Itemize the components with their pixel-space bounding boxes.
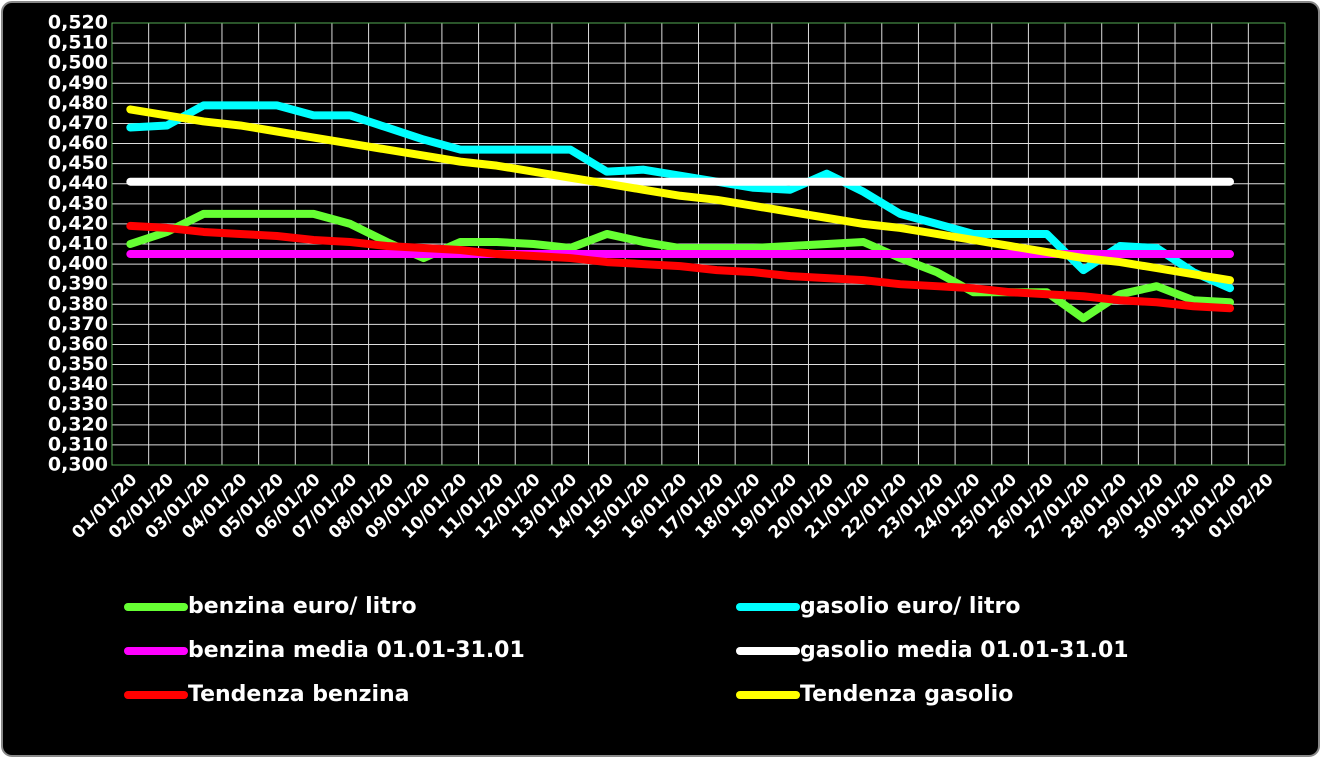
legend-label: gasolio euro/ litro [800,594,1020,619]
y-tick-label: 0,520 [48,12,108,34]
plot-border [111,22,1286,466]
y-tick-label: 0,350 [48,353,108,375]
y-tick-label: 0,330 [48,393,108,415]
y-tick-label: 0,300 [48,454,108,476]
y-tick-label: 0,420 [48,212,108,234]
y-tick-label: 0,380 [48,293,108,315]
y-tick-label: 0,470 [48,112,108,134]
legend-label: benzina euro/ litro [188,594,417,619]
series-line [126,221,1235,313]
legend-label: Tendenza gasolio [800,682,1013,707]
y-tick-label: 0,360 [48,333,108,355]
y-tick-label: 0,310 [48,433,108,455]
y-tick-label: 0,510 [48,32,108,54]
legend-label: gasolio media 01.01-31.01 [800,638,1129,663]
y-tick-label: 0,410 [48,233,108,255]
y-tick-label: 0,460 [48,132,108,154]
y-tick-label: 0,370 [48,313,108,335]
y-tick-label: 0,430 [48,192,108,214]
series-line [126,101,1235,293]
y-tick-label: 0,390 [48,273,108,295]
y-tick-label: 0,320 [48,413,108,435]
y-tick-label: 0,400 [48,253,108,275]
y-tick-label: 0,440 [48,172,108,194]
y-tick-label: 0,450 [48,152,108,174]
legend-label: benzina media 01.01-31.01 [188,638,525,663]
y-tick-label: 0,480 [48,92,108,114]
y-tick-label: 0,490 [48,72,108,94]
series-line [126,105,1235,285]
y-tick-label: 0,340 [48,373,108,395]
y-tick-label: 0,500 [48,52,108,74]
legend-label: Tendenza benzina [188,682,410,707]
